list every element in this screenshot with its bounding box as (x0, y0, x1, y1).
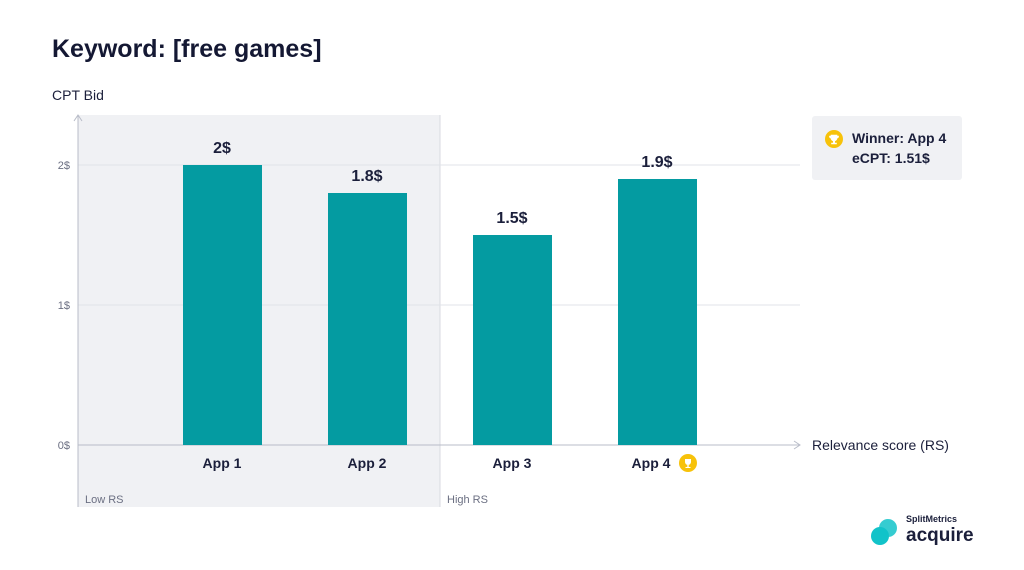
x-tick-label: App 2 (348, 455, 387, 471)
x-tick-label: App 4 (632, 455, 671, 471)
data-label: 1.5$ (496, 210, 527, 227)
x-tick-label: App 1 (203, 455, 242, 471)
data-label: 1.9$ (641, 154, 672, 171)
y-tick-label: 1$ (58, 300, 70, 312)
bar (618, 179, 697, 445)
bar (473, 235, 552, 445)
region-label: Low RS (85, 494, 124, 506)
trophy-icon (825, 130, 843, 148)
chart-title: Keyword: [free games] (52, 35, 322, 63)
y-tick-label: 2$ (58, 160, 70, 172)
y-axis-title: CPT Bid (52, 87, 104, 103)
logo: SplitMetrics acquire (866, 514, 976, 548)
region-label: High RS (447, 494, 488, 506)
x-axis-title: Relevance score (RS) (812, 437, 949, 453)
winner-label: Winner: App 4 (852, 130, 947, 146)
data-label: 2$ (213, 140, 231, 157)
bar (328, 193, 407, 445)
logo-product: acquire (906, 525, 974, 546)
x-tick-label: App 3 (493, 455, 532, 471)
winner-box: Winner: App 4 eCPT: 1.51$ (812, 116, 962, 180)
x-axis-arrow (793, 440, 801, 450)
ecpt-label: eCPT: 1.51$ (852, 150, 930, 166)
data-label: 1.8$ (351, 168, 382, 185)
bar (183, 165, 262, 445)
logo-brand: SplitMetrics (906, 514, 958, 524)
y-axis-arrow (73, 114, 83, 122)
trophy-glyph (685, 459, 691, 468)
y-tick-label: 0$ (58, 440, 70, 452)
logo-icon (871, 519, 897, 545)
